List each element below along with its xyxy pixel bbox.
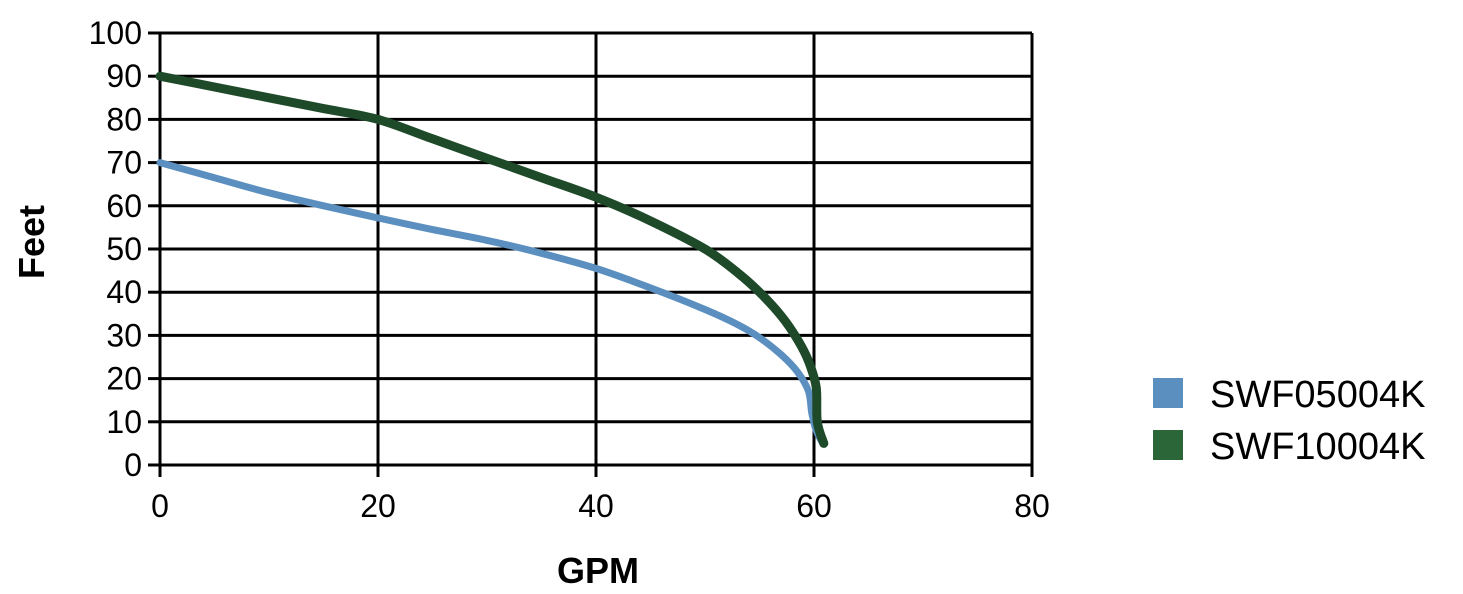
y-tick-label-0: 0 — [124, 447, 142, 483]
x-tick-label-40: 40 — [578, 488, 614, 524]
y-tick-label-30: 30 — [106, 317, 142, 353]
legend-label-swf10004k: SWF10004K — [1210, 426, 1425, 468]
y-tick-label-90: 90 — [106, 58, 142, 94]
x-axis-title: GPM — [557, 550, 639, 591]
series-lines — [155, 71, 829, 448]
y-tick-label-20: 20 — [106, 361, 142, 397]
y-tick-label-50: 50 — [106, 231, 142, 267]
tick-labels: 0 10 20 30 40 50 60 70 80 90 100 0 20 40 60 80 — [89, 15, 1050, 524]
y-tick-label-100: 100 — [89, 15, 142, 51]
grid-lines — [160, 31, 1034, 465]
x-tick-label-80: 80 — [1014, 488, 1050, 524]
y-tick-label-10: 10 — [106, 404, 142, 440]
x-tick-label-60: 60 — [796, 488, 832, 524]
x-tick-label-0: 0 — [151, 488, 169, 524]
y-axis-title: Feet — [11, 205, 52, 279]
x-tick-label-20: 20 — [360, 488, 396, 524]
y-tick-label-80: 80 — [106, 101, 142, 137]
series-line-swf10004k — [155, 71, 829, 448]
axes — [148, 31, 1034, 477]
legend-swatch-swf10004k — [1153, 430, 1183, 460]
legend-swatch-swf05004k — [1153, 378, 1183, 408]
series-line-swf05004k — [156, 159, 827, 447]
legend: SWF05004K SWF10004K — [1153, 374, 1425, 468]
y-tick-label-60: 60 — [106, 188, 142, 224]
legend-label-swf05004k: SWF05004K — [1210, 374, 1425, 416]
y-tick-label-40: 40 — [106, 274, 142, 310]
y-tick-label-70: 70 — [106, 145, 142, 181]
